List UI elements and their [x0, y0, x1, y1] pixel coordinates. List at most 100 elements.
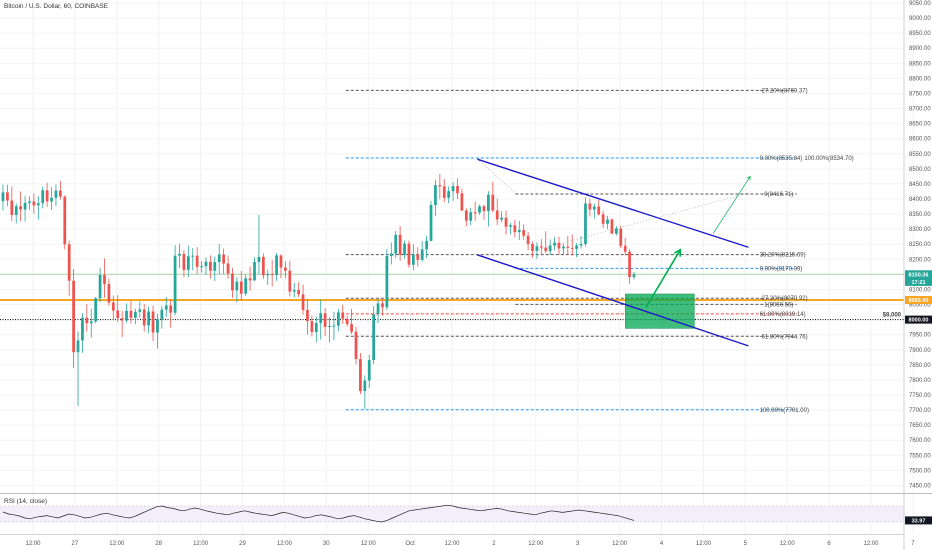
- candle[interactable]: [548, 239, 552, 256]
- candle[interactable]: [1, 184, 5, 211]
- candle[interactable]: [306, 298, 309, 335]
- candle[interactable]: [584, 197, 587, 247]
- candle[interactable]: [588, 198, 592, 217]
- candle[interactable]: [266, 269, 270, 285]
- candle[interactable]: [332, 311, 336, 341]
- candle[interactable]: [376, 299, 380, 323]
- candle[interactable]: [447, 186, 451, 204]
- candle[interactable]: [341, 304, 345, 324]
- candle[interactable]: [425, 235, 428, 259]
- candle[interactable]: [531, 241, 534, 258]
- candle[interactable]: [147, 306, 150, 334]
- candle[interactable]: [597, 199, 601, 216]
- candle[interactable]: [288, 260, 292, 297]
- candle[interactable]: [539, 239, 543, 256]
- candle[interactable]: [460, 188, 464, 212]
- candle[interactable]: [253, 257, 256, 281]
- candle[interactable]: [478, 204, 481, 215]
- candle[interactable]: [557, 236, 561, 255]
- candle[interactable]: [628, 249, 631, 284]
- candle[interactable]: [14, 203, 18, 224]
- candle[interactable]: [292, 282, 296, 298]
- candle[interactable]: [134, 308, 137, 325]
- candle[interactable]: [359, 353, 362, 395]
- candle[interactable]: [385, 249, 389, 310]
- candle[interactable]: [570, 234, 574, 256]
- candle[interactable]: [222, 248, 225, 274]
- candle[interactable]: [239, 271, 243, 301]
- candle[interactable]: [284, 261, 287, 279]
- candle[interactable]: [191, 248, 195, 271]
- candle[interactable]: [182, 250, 186, 278]
- candle[interactable]: [54, 184, 58, 206]
- candle[interactable]: [592, 203, 596, 219]
- candle[interactable]: [231, 267, 234, 298]
- candle[interactable]: [10, 186, 14, 222]
- candle[interactable]: [350, 308, 353, 335]
- candle[interactable]: [314, 316, 318, 343]
- candle[interactable]: [209, 255, 212, 279]
- candle[interactable]: [473, 201, 477, 221]
- candle[interactable]: [535, 242, 539, 259]
- candle[interactable]: [297, 282, 301, 298]
- candle[interactable]: [336, 309, 340, 332]
- candle[interactable]: [98, 267, 102, 303]
- candle[interactable]: [575, 243, 579, 258]
- candle[interactable]: [509, 222, 512, 235]
- candle[interactable]: [367, 354, 371, 389]
- candle[interactable]: [544, 231, 548, 254]
- candle[interactable]: [310, 315, 314, 337]
- candle[interactable]: [125, 303, 128, 323]
- candle[interactable]: [407, 240, 411, 268]
- candle[interactable]: [354, 326, 358, 365]
- candle[interactable]: [398, 226, 402, 261]
- candle[interactable]: [434, 179, 437, 216]
- candle[interactable]: [319, 299, 323, 340]
- candle[interactable]: [279, 254, 283, 279]
- candle[interactable]: [67, 240, 71, 296]
- candle[interactable]: [372, 306, 376, 365]
- candle[interactable]: [204, 257, 208, 275]
- candle[interactable]: [495, 198, 499, 225]
- candle[interactable]: [72, 268, 75, 369]
- candle[interactable]: [517, 221, 521, 241]
- candle[interactable]: [244, 274, 248, 296]
- candle[interactable]: [487, 191, 490, 227]
- candle[interactable]: [195, 247, 199, 274]
- candle[interactable]: [345, 315, 349, 327]
- candle[interactable]: [138, 301, 142, 318]
- candle[interactable]: [323, 307, 327, 336]
- candle[interactable]: [412, 244, 415, 271]
- candle[interactable]: [28, 196, 31, 210]
- candle[interactable]: [442, 178, 446, 203]
- candle[interactable]: [81, 313, 84, 353]
- candle[interactable]: [200, 261, 203, 273]
- candle[interactable]: [32, 193, 36, 214]
- candle[interactable]: [562, 243, 565, 255]
- candle[interactable]: [491, 181, 495, 212]
- candle[interactable]: [19, 191, 23, 222]
- candle[interactable]: [610, 218, 614, 234]
- candle[interactable]: [58, 180, 62, 200]
- candle[interactable]: [451, 181, 455, 201]
- candle[interactable]: [469, 207, 473, 225]
- candle[interactable]: [6, 184, 9, 207]
- candle[interactable]: [257, 214, 261, 275]
- candles[interactable]: [1, 173, 636, 410]
- candle[interactable]: [94, 297, 98, 324]
- candle[interactable]: [45, 182, 49, 207]
- candle[interactable]: [173, 245, 177, 316]
- candle[interactable]: [129, 300, 133, 324]
- candle[interactable]: [482, 204, 486, 220]
- candle[interactable]: [270, 260, 274, 287]
- candle[interactable]: [513, 219, 517, 238]
- candle[interactable]: [169, 299, 173, 328]
- candle[interactable]: [116, 295, 120, 323]
- candle[interactable]: [381, 299, 384, 316]
- candle[interactable]: [103, 258, 106, 298]
- candle[interactable]: [464, 208, 468, 227]
- candle[interactable]: [601, 210, 605, 228]
- candle[interactable]: [632, 271, 636, 280]
- drawings-layer[interactable]: [476, 158, 751, 347]
- candle[interactable]: [261, 253, 265, 279]
